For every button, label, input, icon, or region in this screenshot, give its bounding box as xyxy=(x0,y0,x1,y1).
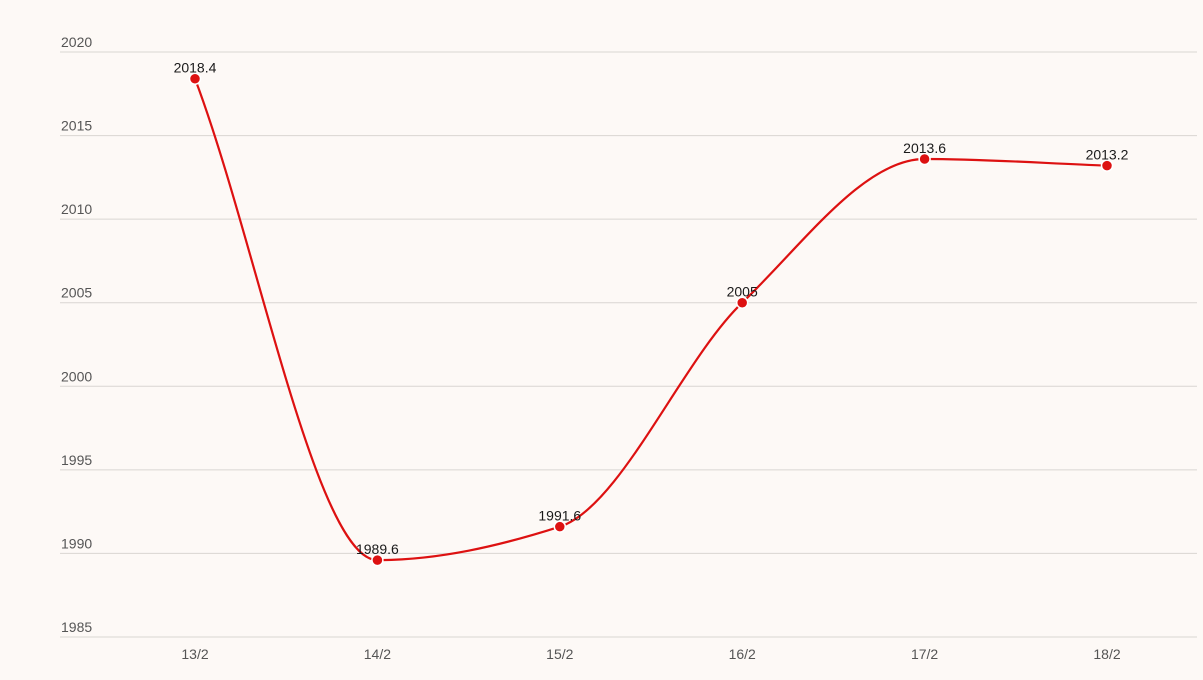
x-tick-label: 14/2 xyxy=(364,646,391,662)
grid-layer xyxy=(60,51,1197,638)
data-label: 1991.6 xyxy=(538,508,581,524)
y-tick-label: 1990 xyxy=(61,535,92,551)
data-label: 1989.6 xyxy=(356,541,399,557)
y-axis-ticks: 1985 1990 1995 2000 2005 2010 2015 2020 xyxy=(61,34,92,635)
data-label-layer: 2018.4 1989.6 1991.6 2005 2013.6 2013.2 xyxy=(174,60,1129,557)
x-axis-ticks: 13/2 14/2 15/2 16/2 17/2 18/2 xyxy=(181,646,1120,662)
y-tick-label: 1985 xyxy=(61,619,92,635)
data-point[interactable] xyxy=(553,520,567,533)
data-label: 2013.6 xyxy=(903,140,946,156)
y-tick-label: 2020 xyxy=(61,34,92,50)
y-tick-label: 2015 xyxy=(61,118,92,134)
x-tick-label: 18/2 xyxy=(1093,646,1120,662)
x-tick-label: 15/2 xyxy=(546,646,573,662)
data-point[interactable] xyxy=(1100,159,1114,172)
x-tick-label: 17/2 xyxy=(911,646,938,662)
data-point[interactable] xyxy=(918,152,931,166)
series-layer xyxy=(193,77,1109,562)
x-tick-label: 13/2 xyxy=(181,646,208,662)
data-point[interactable] xyxy=(371,553,384,567)
y-tick-label: 2000 xyxy=(61,368,92,384)
y-tick-label: 1995 xyxy=(61,452,92,468)
series-line xyxy=(193,77,1109,562)
data-point[interactable] xyxy=(735,296,749,309)
x-tick-label: 16/2 xyxy=(729,646,756,662)
data-label: 2005 xyxy=(727,284,758,300)
y-tick-label: 2005 xyxy=(61,285,92,301)
data-label: 2013.2 xyxy=(1086,147,1129,163)
y-tick-label: 2010 xyxy=(61,201,92,217)
data-point[interactable] xyxy=(188,72,202,85)
data-label: 2018.4 xyxy=(174,60,217,76)
point-layer xyxy=(188,72,1114,567)
